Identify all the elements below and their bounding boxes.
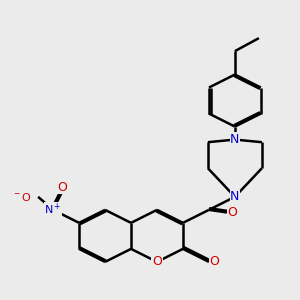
Text: O: O	[152, 255, 162, 268]
Text: N: N	[230, 133, 240, 146]
Text: O: O	[209, 255, 219, 268]
Text: O: O	[57, 181, 67, 194]
Text: $^-$O: $^-$O	[11, 191, 32, 203]
Text: O: O	[227, 206, 237, 219]
Text: N$^+$: N$^+$	[44, 202, 62, 218]
Text: N: N	[230, 190, 240, 203]
